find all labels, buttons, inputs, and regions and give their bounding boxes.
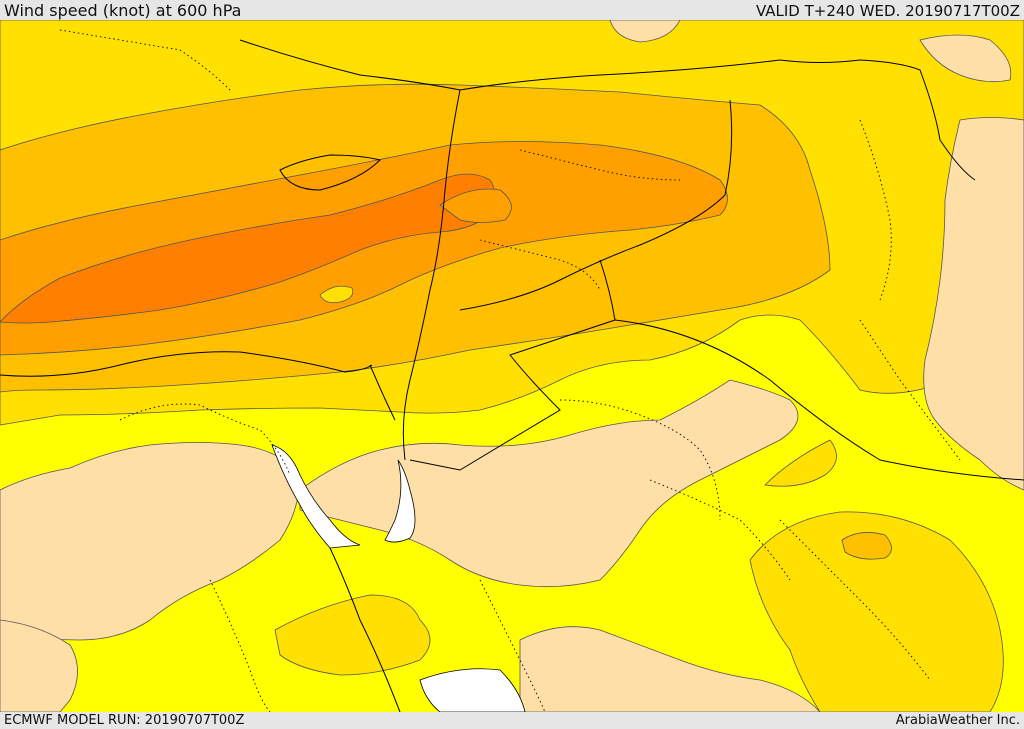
border-path — [369, 364, 396, 421]
valid-time: VALID T+240 WED. 20190717T00Z — [755, 2, 1020, 20]
footer-bar: ECMWF MODEL RUN: 20190707T00Z ArabiaWeat… — [0, 712, 1024, 729]
border-path — [459, 59, 976, 181]
wind-contour-calm-west — [0, 442, 301, 641]
border-path — [0, 351, 373, 377]
admin-boundaries — [59, 29, 961, 712]
map-title: Wind speed (knot) at 600 hPa — [4, 1, 242, 20]
wind-contour-calm-sw — [0, 619, 78, 712]
admin-boundary-path — [859, 119, 892, 301]
admin-boundary-path — [649, 479, 791, 581]
header-bar: Wind speed (knot) at 600 hPa VALID T+240… — [0, 0, 1024, 20]
border-path — [402, 89, 461, 461]
model-run: ECMWF MODEL RUN: 20190707T00Z — [4, 713, 245, 728]
border-path — [239, 39, 461, 91]
red-sea-gulf-suez — [271, 444, 361, 549]
admin-boundary-path — [119, 403, 291, 476]
wind-contour-gold-east — [764, 439, 837, 487]
admin-boundary-path — [479, 579, 546, 712]
admin-boundary-path — [479, 239, 601, 291]
red-sea — [419, 668, 526, 712]
border-path — [279, 154, 381, 191]
admin-boundary-path — [519, 149, 681, 181]
border-path — [409, 259, 616, 471]
wind-contour-calm-ne — [919, 34, 1012, 83]
wind-speed-map — [0, 20, 1024, 712]
admin-boundary-path — [59, 29, 231, 91]
wind-contour-light-orange-blob — [841, 532, 892, 560]
gulf-of-aqaba — [384, 459, 416, 543]
country-borders — [0, 39, 1024, 712]
admin-boundary-path — [859, 319, 961, 461]
brand-credit: ArabiaWeather Inc. — [895, 713, 1020, 728]
wind-contour-calm-southeast — [519, 626, 821, 712]
border-path — [329, 547, 401, 712]
border-path — [459, 99, 733, 311]
wind-contour-orange-patch — [439, 188, 512, 223]
wind-contour-gold-south — [274, 594, 431, 676]
wind-contour-calm-south — [299, 379, 799, 588]
admin-boundary-path — [779, 519, 931, 681]
border-path — [614, 319, 1024, 481]
wind-contour-gold-southeast — [749, 511, 1004, 712]
wind-contour-gold-blob — [319, 285, 354, 304]
wind-contour-calm-north — [609, 20, 681, 43]
